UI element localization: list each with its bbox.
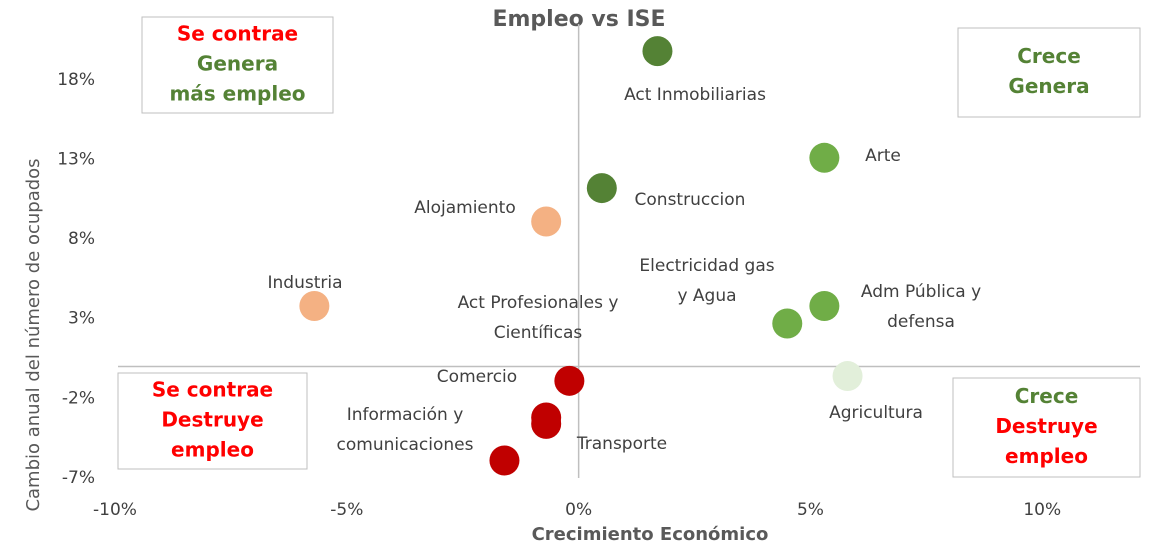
y-tick-label: -7% [62, 468, 95, 488]
point [489, 445, 520, 476]
point [531, 408, 562, 439]
point-label: Arte [865, 146, 901, 166]
y-axis-title: Cambio anual del número de ocupados [23, 158, 44, 511]
point-label: Información y [347, 405, 464, 425]
x-tick-label: 10% [1023, 500, 1061, 520]
point [531, 206, 562, 237]
point [772, 308, 803, 339]
quadrant-text: Se contrae [152, 378, 273, 402]
quadrant-text: más empleo [169, 82, 305, 106]
quadrant-text: Crece [1017, 44, 1081, 68]
point-label: Comercio [437, 367, 517, 387]
x-tick-label: 5% [797, 500, 824, 520]
quadrant-text: empleo [171, 438, 254, 462]
y-tick-label: 8% [68, 229, 95, 249]
quadrant-text: Genera [1008, 74, 1089, 98]
point-label: Act Profesionales y [458, 293, 619, 313]
quadrant-box [141, 16, 334, 114]
quadrant-text: empleo [1005, 444, 1088, 468]
point-label: y Agua [677, 286, 736, 306]
point-label: Adm Pública y [861, 282, 981, 302]
quadrant-box [957, 27, 1141, 118]
y-tick-label: 18% [57, 70, 95, 90]
x-tick-label: 0% [565, 500, 592, 520]
point-label: Industria [267, 273, 342, 293]
point-label: Alojamiento [414, 198, 515, 218]
quadrant-box [117, 372, 308, 470]
point-label: defensa [887, 312, 955, 332]
point-label: Científicas [494, 323, 583, 343]
point [809, 142, 840, 173]
y-tick-label: 3% [68, 309, 95, 329]
point-label: Transporte [576, 434, 667, 454]
point-label: Agricultura [829, 403, 923, 423]
point [299, 290, 330, 321]
point [809, 290, 840, 321]
quadrant-box [952, 377, 1141, 478]
quadrant-text: Se contrae [177, 22, 298, 46]
point [554, 365, 585, 396]
x-tick-label: -5% [330, 500, 363, 520]
quadrant-text: Destruye [995, 414, 1097, 438]
point [832, 361, 863, 392]
y-tick-label: 13% [57, 149, 95, 169]
point [586, 173, 617, 204]
point-label: Electricidad gas [639, 256, 774, 276]
point-label: Act Inmobiliarias [624, 85, 766, 105]
point-label: Construccion [635, 190, 746, 210]
y-tick-label: -2% [62, 388, 95, 408]
x-tick-label: -10% [93, 500, 137, 520]
point-label: comunicaciones [337, 435, 474, 455]
x-axis-title: Crecimiento Económico [532, 524, 769, 545]
quadrant-text: Destruye [161, 408, 263, 432]
quadrant-text: Crece [1015, 384, 1079, 408]
quadrant-text: Genera [197, 52, 278, 76]
point [642, 36, 673, 67]
